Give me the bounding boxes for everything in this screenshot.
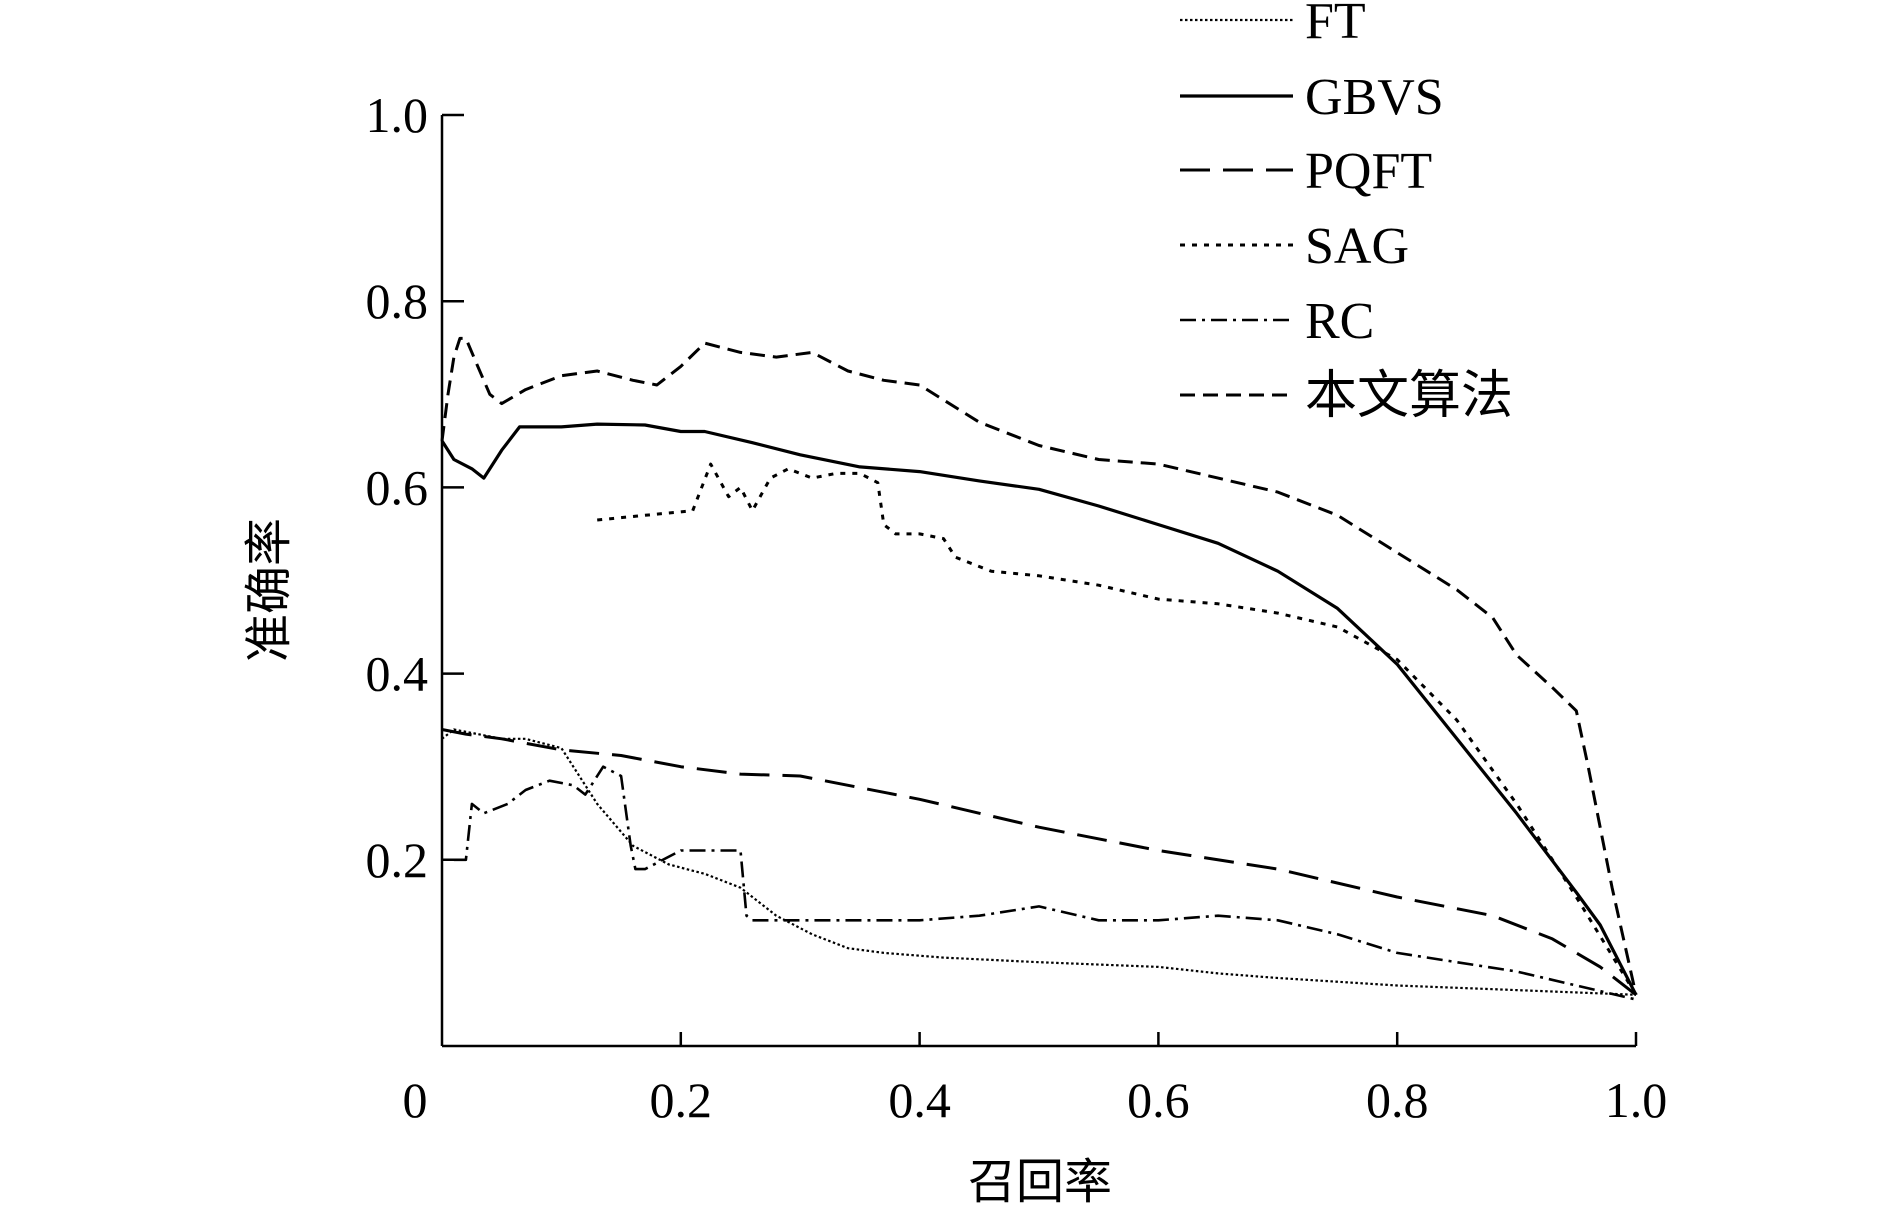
legend-label: GBVS	[1305, 69, 1444, 126]
y-tick-label: 0.8	[366, 273, 429, 329]
y-tick-label: 0.6	[366, 459, 429, 515]
y-tick-label: 0.2	[366, 832, 429, 888]
series-line-2	[440, 422, 1638, 996]
legend-label: PQFT	[1305, 143, 1432, 200]
series-line-5	[453, 765, 1637, 1001]
series-line-3	[441, 728, 1637, 996]
x-axis-title: 召回率	[968, 1154, 1112, 1210]
x-tick-label: 0.4	[888, 1072, 951, 1128]
legend: FT GBVS PQFT SAG RC 本文算法	[1180, 0, 1513, 426]
y-ticks: 0.2 0.4 0.6 0.8 1.0	[366, 87, 464, 888]
legend-label: SAG	[1305, 218, 1409, 275]
legend-label: RC	[1305, 293, 1374, 350]
series-line-6	[440, 336, 1638, 996]
x-ticks: 0.2 0.4 0.6 0.8 1.0	[650, 1032, 1668, 1128]
series-layer	[440, 336, 1638, 1001]
legend-label: FT	[1305, 0, 1366, 50]
series-line-1	[441, 728, 1637, 996]
axes	[440, 115, 1636, 1048]
x-tick-label: 0.8	[1366, 1072, 1429, 1128]
y-axis-title: 准确率	[241, 518, 297, 662]
y-tick-label: 1.0	[366, 87, 429, 143]
x-tick-label: 0.2	[650, 1072, 713, 1128]
x-tick-label: 1.0	[1605, 1072, 1668, 1128]
x-tick-label: 0.6	[1127, 1072, 1190, 1128]
y-tick-label: 0.4	[366, 646, 429, 702]
x-origin-label: 0	[403, 1072, 428, 1128]
legend-label: 本文算法	[1305, 366, 1513, 426]
series-line-4	[597, 462, 1638, 996]
